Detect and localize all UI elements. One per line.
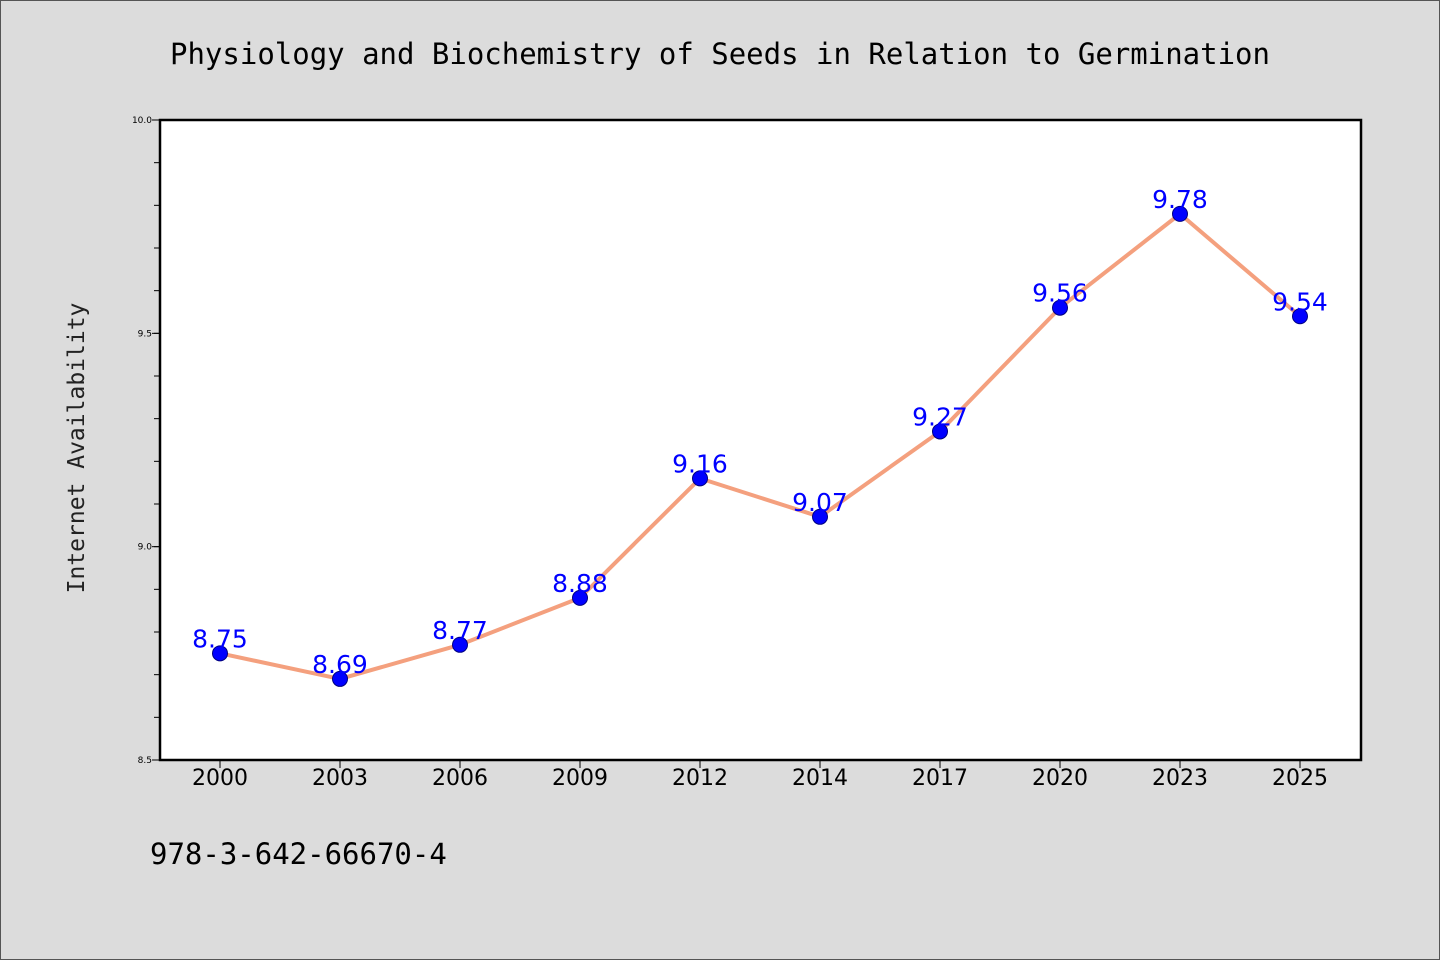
data-point: [1172, 205, 1188, 222]
x-tick-label: 2023: [1152, 766, 1208, 791]
chart-title: Physiology and Biochemistry of Seeds in …: [170, 37, 1270, 71]
x-tick-label: 2020: [1032, 766, 1088, 791]
data-label: 9.54: [1272, 287, 1328, 316]
data-point: [932, 423, 948, 440]
isbn-text: 978-3-642-66670-4: [150, 837, 447, 871]
data-point: [212, 645, 228, 662]
y-tick-label: 9.0: [138, 543, 153, 553]
data-point: [1052, 299, 1068, 316]
data-label: 8.69: [312, 650, 368, 679]
data-label: 9.27: [912, 402, 968, 431]
x-tick-label: 2009: [552, 766, 608, 791]
data-label: 9.07: [792, 488, 848, 517]
data-label: 9.56: [1032, 279, 1088, 308]
y-tick-label: 8.5: [138, 756, 152, 766]
data-label: 9.78: [1152, 185, 1208, 214]
x-tick-label: 2014: [792, 766, 848, 791]
data-point: [1292, 308, 1308, 325]
y-tick-label: 9.5: [138, 329, 152, 339]
x-tick-label: 2012: [672, 766, 728, 791]
x-tick-label: 2017: [912, 766, 968, 791]
x-tick-label: 2006: [432, 766, 488, 791]
y-axis-label: Internet Availability: [64, 303, 90, 594]
data-label: 8.88: [552, 569, 608, 598]
data-point: [812, 508, 828, 525]
data-label: 8.77: [432, 616, 488, 645]
y-axis: 8.5 9.0 9.5 10.0: [132, 116, 160, 766]
x-tick-label: 2003: [312, 766, 368, 791]
x-tick-label: 2025: [1272, 766, 1328, 791]
data-label: 9.16: [672, 449, 728, 478]
data-label-group: 8.75 8.69 8.77 8.88 9.16 9.07 9.27 9.56 9.78 9.54: [192, 185, 1328, 679]
x-axis: 2000 2003 2006 2009 2012 2014 2017 2020 2023 2025: [192, 760, 1328, 791]
data-point: [572, 589, 588, 606]
data-point: [452, 636, 468, 653]
series-line: [219, 211, 1302, 681]
data-point: [332, 670, 348, 687]
data-label: 8.75: [192, 624, 248, 653]
x-tick-label: 2000: [192, 766, 248, 791]
series-line-group: [219, 211, 1302, 681]
data-point: [692, 470, 708, 487]
marker-group: [212, 205, 1308, 687]
y-tick-label: 10.0: [132, 116, 152, 126]
